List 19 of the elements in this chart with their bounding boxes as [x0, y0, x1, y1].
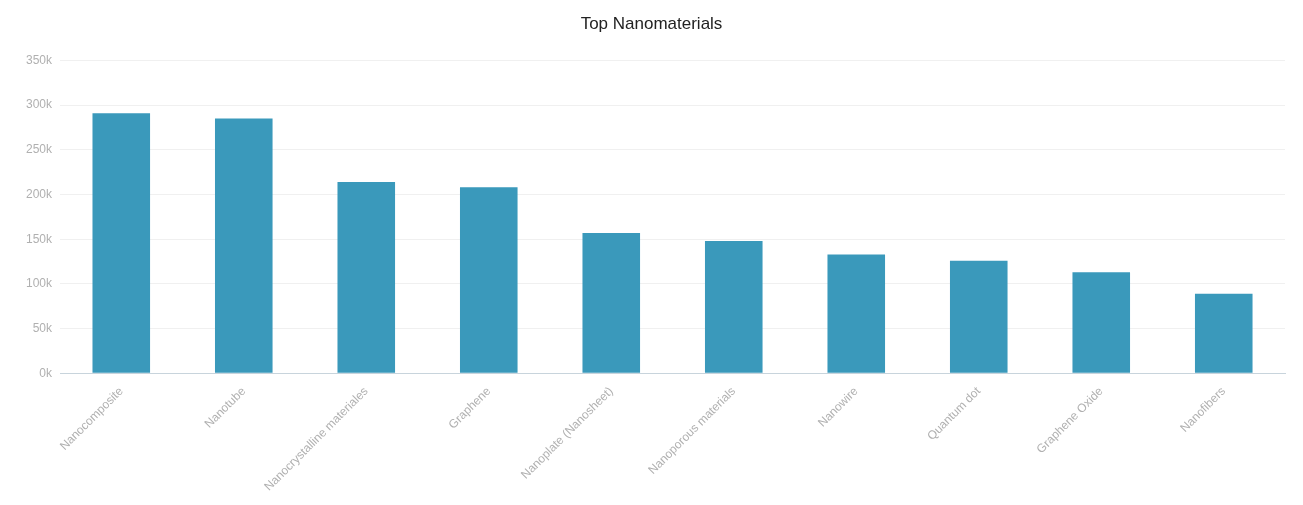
- y-tick-label: 200k: [25, 186, 54, 201]
- y-tick-label: 300k: [25, 97, 54, 112]
- chart-title: Top Nanomaterials: [580, 13, 723, 33]
- y-tick-label: 50k: [32, 320, 54, 335]
- bar: [459, 187, 518, 373]
- bar: [827, 254, 886, 373]
- bar: [92, 113, 151, 373]
- y-tick-label: 0k: [39, 365, 54, 380]
- y-tick-label: 250k: [25, 142, 54, 157]
- bar: [582, 232, 641, 373]
- bar: [1194, 293, 1253, 373]
- y-tick-label: 350k: [25, 52, 54, 67]
- bar: [214, 118, 273, 373]
- bar: [1072, 272, 1131, 373]
- y-tick-label: 100k: [25, 276, 54, 291]
- bar: [949, 260, 1008, 373]
- bar: [337, 181, 396, 373]
- y-tick-label: 150k: [25, 231, 54, 246]
- bar: [704, 240, 763, 373]
